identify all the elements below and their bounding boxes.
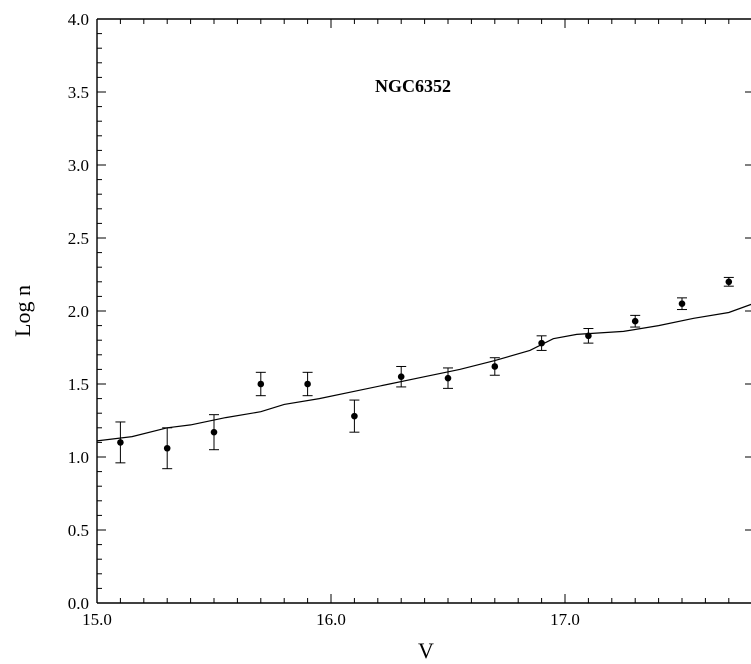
y-axis-title: Log n bbox=[10, 285, 35, 337]
y-tick-label: 3.5 bbox=[68, 83, 89, 102]
point-marker bbox=[257, 380, 265, 388]
data-point bbox=[349, 399, 360, 433]
point-marker bbox=[631, 317, 639, 325]
y-tick-label: 1.0 bbox=[68, 448, 89, 467]
x-tick-labels: 15.016.017.018.019.0 bbox=[82, 610, 580, 629]
point-marker bbox=[210, 428, 218, 436]
point-marker bbox=[491, 363, 499, 370]
x-tick-label: 16.0 bbox=[316, 610, 346, 629]
y-tick-label: 4.0 bbox=[68, 10, 89, 29]
y-tick-label: 1.5 bbox=[68, 375, 89, 394]
point-marker bbox=[585, 332, 592, 340]
data-point bbox=[255, 371, 266, 397]
data-point bbox=[630, 314, 641, 328]
y-tick-labels: 0.0 0.5 1.0 1.5 2.0 2.5 3.0 3.5 4.0 bbox=[68, 10, 89, 613]
data-point bbox=[536, 335, 547, 351]
point-marker bbox=[163, 444, 171, 452]
point-marker bbox=[444, 374, 452, 382]
y-tick-label: 2.5 bbox=[68, 229, 89, 248]
point-marker bbox=[538, 339, 545, 347]
point-marker bbox=[725, 278, 733, 286]
data-points bbox=[115, 276, 734, 470]
data-point bbox=[489, 357, 500, 376]
data-point bbox=[443, 367, 453, 389]
x-tick-label: 15.0 bbox=[82, 610, 112, 629]
plot-frame bbox=[96, 18, 751, 604]
data-point bbox=[209, 414, 219, 451]
data-point bbox=[723, 276, 734, 287]
y-tick-label: 3.0 bbox=[68, 156, 89, 175]
y-tick-label: 0.0 bbox=[68, 594, 89, 613]
x-axis-title: V bbox=[418, 638, 434, 663]
y-tick-label: 2.0 bbox=[68, 302, 89, 321]
point-marker bbox=[117, 439, 124, 446]
point-marker bbox=[351, 412, 358, 420]
chart-title: NGC6352 bbox=[375, 76, 451, 96]
x-tick-label: 17.0 bbox=[550, 610, 580, 629]
data-point bbox=[162, 427, 173, 470]
model-line bbox=[96, 303, 751, 442]
data-point bbox=[677, 297, 687, 311]
point-marker bbox=[304, 380, 311, 388]
data-point bbox=[396, 365, 407, 388]
point-marker bbox=[397, 373, 405, 381]
data-point bbox=[583, 328, 594, 344]
data-point bbox=[115, 421, 126, 464]
point-marker bbox=[678, 300, 686, 308]
y-tick-label: 0.5 bbox=[68, 521, 89, 540]
axis-ticks bbox=[96, 18, 751, 604]
data-point bbox=[302, 371, 313, 397]
model-curve bbox=[96, 303, 751, 442]
